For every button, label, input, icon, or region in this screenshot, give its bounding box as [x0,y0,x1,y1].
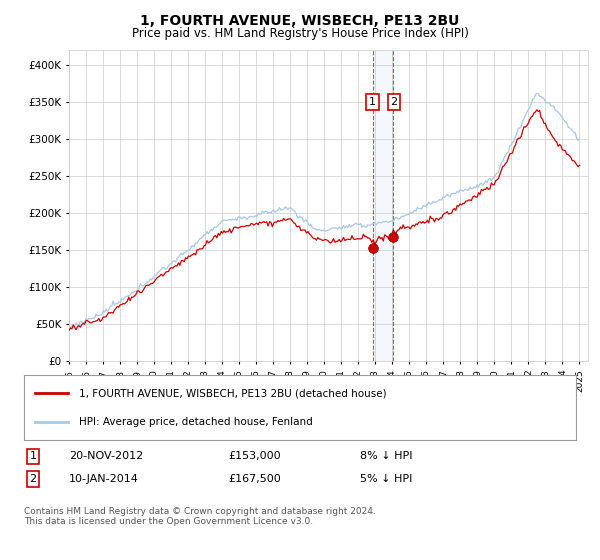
Bar [373,50,393,361]
Text: HPI: Average price, detached house, Fenland: HPI: Average price, detached house, Fenl… [79,417,313,427]
Text: 5% ↓ HPI: 5% ↓ HPI [360,474,412,484]
Text: 8% ↓ HPI: 8% ↓ HPI [360,451,413,461]
Text: 10-JAN-2014: 10-JAN-2014 [69,474,139,484]
Text: Price paid vs. HM Land Registry's House Price Index (HPI): Price paid vs. HM Land Registry's House … [131,27,469,40]
Text: £153,000: £153,000 [228,451,281,461]
Bar [580,50,588,361]
Text: 1, FOURTH AVENUE, WISBECH, PE13 2BU (detached house): 1, FOURTH AVENUE, WISBECH, PE13 2BU (det… [79,388,387,398]
Text: 2: 2 [390,97,397,107]
Text: 1, FOURTH AVENUE, WISBECH, PE13 2BU: 1, FOURTH AVENUE, WISBECH, PE13 2BU [140,14,460,28]
Text: £167,500: £167,500 [228,474,281,484]
Text: 1: 1 [369,97,376,107]
Text: 2: 2 [29,474,37,484]
Text: 20-NOV-2012: 20-NOV-2012 [69,451,143,461]
Text: Contains HM Land Registry data © Crown copyright and database right 2024.
This d: Contains HM Land Registry data © Crown c… [24,507,376,526]
Text: 1: 1 [29,451,37,461]
